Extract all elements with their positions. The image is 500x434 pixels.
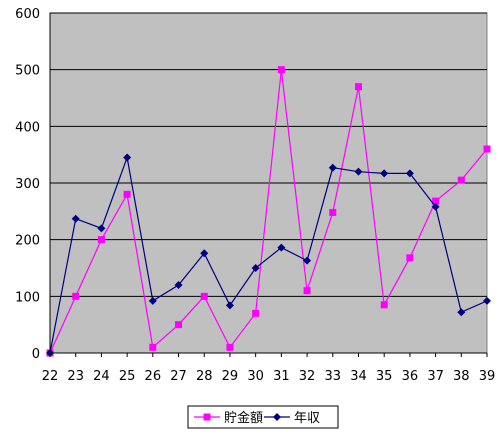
x-tick-label: 32 — [299, 369, 316, 384]
legend-label: 年収 — [294, 411, 320, 426]
data-point — [175, 321, 183, 329]
data-point — [71, 214, 80, 223]
data-point — [457, 308, 466, 317]
y-tick-label: 500 — [15, 64, 40, 79]
data-point — [97, 224, 106, 233]
x-tick-label: 39 — [479, 369, 496, 384]
x-tick-label: 22 — [42, 369, 59, 384]
data-point — [354, 167, 363, 176]
grid-lines — [50, 12, 487, 297]
x-tick-label: 38 — [453, 369, 470, 384]
y-tick-label: 200 — [15, 234, 40, 249]
data-point — [72, 292, 80, 300]
legend-entry: 貯金額 — [194, 410, 263, 426]
data-point — [251, 264, 260, 272]
data-point — [380, 169, 389, 178]
data-point — [354, 83, 362, 91]
data-point — [226, 343, 234, 351]
data-point — [97, 236, 105, 244]
y-tick-label: 0 — [32, 347, 40, 362]
legend-swatch-marker — [203, 413, 211, 421]
data-point — [483, 296, 491, 305]
x-tick-label: 31 — [273, 369, 290, 384]
data-point — [149, 343, 157, 351]
x-tick-label: 37 — [427, 369, 444, 384]
data-point — [277, 243, 286, 252]
data-point — [123, 153, 132, 162]
data-point — [405, 169, 414, 178]
y-tick-label: 300 — [15, 177, 40, 192]
data-point — [303, 287, 311, 295]
x-tick-label: 33 — [324, 369, 341, 384]
data-point — [457, 176, 465, 184]
data-point — [431, 202, 440, 211]
x-tick-label: 35 — [376, 369, 393, 384]
data-point — [200, 249, 209, 258]
legend-swatch-marker — [273, 413, 281, 421]
x-tick-label: 24 — [93, 369, 110, 384]
x-tick-label: 23 — [67, 369, 84, 384]
data-point — [123, 190, 131, 198]
y-axis-ticks: 0 100 200 300 400 500 600 — [15, 7, 40, 362]
series-line — [49, 69, 488, 354]
series-2 — [46, 153, 491, 357]
y-tick-label: 400 — [15, 120, 40, 135]
data-point — [483, 145, 491, 153]
data-point — [380, 301, 388, 309]
data-point — [432, 197, 440, 205]
y-tick-label: 100 — [15, 290, 40, 305]
data-point — [225, 301, 234, 310]
x-tick-label: 34 — [350, 369, 367, 384]
x-tick-label: 26 — [145, 369, 162, 384]
data-point — [328, 163, 337, 172]
x-tick-label: 27 — [170, 369, 187, 384]
series-group — [46, 66, 491, 357]
legend-entry: 年収 — [264, 411, 320, 426]
x-tick-label: 36 — [402, 369, 419, 384]
data-point — [200, 292, 208, 300]
data-point — [303, 256, 312, 265]
data-point — [252, 309, 260, 317]
data-point — [174, 281, 183, 289]
data-point — [406, 254, 414, 262]
data-point — [148, 296, 157, 305]
legend: 貯金額 年収 — [187, 405, 339, 429]
x-tick-label: 28 — [196, 369, 213, 384]
x-axis-ticks: 22 23 24 25 26 27 28 29 30 31 32 33 34 35 36 37 38 39 — [42, 353, 496, 384]
legend-label: 貯金額 — [224, 410, 263, 426]
x-tick-label: 30 — [247, 369, 264, 384]
legend-box — [187, 405, 339, 429]
series-line — [49, 155, 488, 354]
y-tick-label: 600 — [15, 7, 40, 22]
data-point — [329, 208, 337, 216]
x-tick-label: 25 — [119, 369, 136, 384]
data-point — [277, 66, 285, 74]
x-tick-label: 29 — [222, 369, 239, 384]
